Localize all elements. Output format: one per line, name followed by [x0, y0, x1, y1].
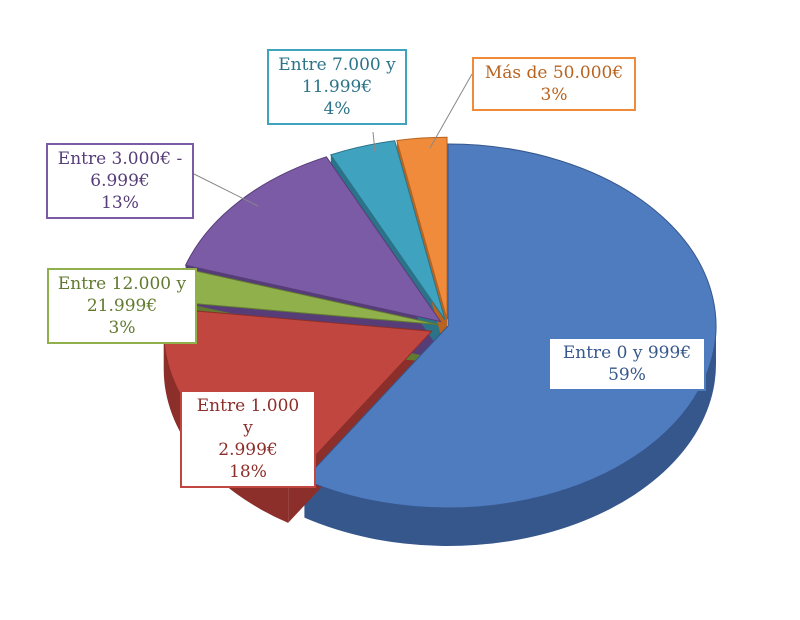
slice-label-3: Entre 3.000€ -6.999€ 13%	[46, 143, 194, 219]
slice-label-text: Entre 3.000€ -	[57, 149, 183, 169]
slice-label-5: Más de 50.000€ 3%	[472, 57, 636, 111]
leader-lines	[193, 73, 473, 207]
slice-label-text: Entre 0 y 999€	[562, 343, 692, 363]
slice-label-1: Entre 1.000 y 2.999€ 18%	[180, 390, 316, 488]
slice-percent-label: 13%	[101, 193, 139, 213]
slice-label-text: Entre 12.000 y	[57, 274, 187, 294]
leader-line-4	[372, 131, 376, 153]
slice-label-text: 6.999€	[90, 171, 150, 191]
slice-5	[396, 136, 448, 320]
slice-label-text: 21.999€	[86, 296, 158, 316]
leader-line-5	[429, 73, 473, 149]
slice-percent-label: 4%	[323, 99, 351, 119]
slice-label-text: 2.999€	[218, 440, 278, 460]
slice-label-0: Entre 0 y 999€ 59%	[548, 337, 706, 391]
slice-label-text: Entre 1.000 y	[196, 396, 300, 438]
slice-percent-label: 18%	[229, 462, 267, 482]
slice-label-text: Más de 50.000€	[484, 63, 624, 83]
slice-3	[184, 156, 442, 323]
slice-label-2: Entre 12.000 y 21.999€ 3%	[47, 268, 197, 344]
leader-line-3	[193, 173, 259, 207]
slice-4	[330, 140, 446, 320]
slice-percent-label: 3%	[108, 318, 136, 338]
slice-label-text: 11.999€	[301, 77, 373, 97]
slice-side-0	[304, 326, 716, 546]
slice-label-text: Entre 7.000 y	[278, 55, 396, 75]
slice-percent-label: 59%	[608, 365, 646, 385]
slice-label-4: Entre 7.000 y 11.999€ 4%	[267, 49, 407, 125]
slice-percent-label: 3%	[540, 85, 568, 105]
